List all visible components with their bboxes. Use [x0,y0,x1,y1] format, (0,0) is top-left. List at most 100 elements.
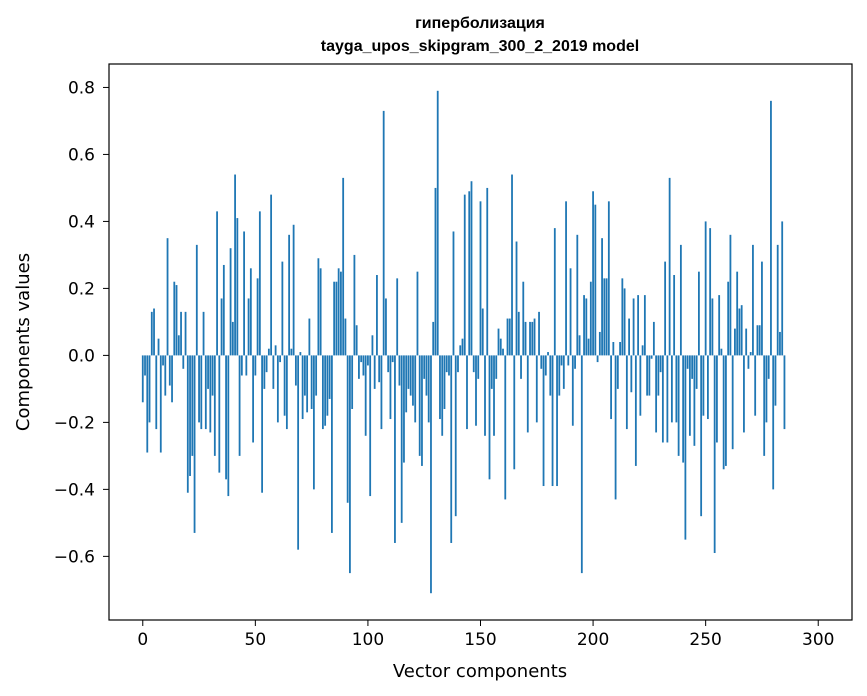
x-axis-label: Vector components [393,661,567,682]
bar [319,268,322,356]
bar [459,345,462,356]
bar [171,355,173,403]
bar [736,271,739,356]
bar [148,355,151,423]
bar [468,191,471,356]
bar [614,355,617,500]
y-axis-ticks: −0.6 −0.4 −0.2 0.0 0.2 0.4 0.6 0.8 [54,78,109,567]
bar [281,261,284,356]
bar [603,278,606,356]
bar [173,281,176,356]
bar [707,355,709,420]
bar [774,355,777,406]
bar [576,234,579,356]
bar [376,275,378,356]
bar [335,281,338,356]
bar [407,355,410,389]
bar [596,355,599,363]
bar [749,352,752,356]
bar [517,311,520,356]
bar [632,298,635,356]
bar [488,355,491,480]
bar [202,311,205,356]
x-tick-label: 200 [577,630,609,650]
bar [432,321,435,356]
bar [506,318,509,356]
bar [594,204,597,356]
bar [553,228,556,356]
bar [292,224,295,356]
bar [535,355,538,423]
bar [303,355,306,396]
bar [682,355,685,463]
bar [441,355,444,436]
bar [502,348,504,356]
bar [164,355,167,396]
bar [225,355,227,480]
plot-frame [108,63,853,621]
bar [445,355,448,373]
bar [515,241,518,356]
bar [436,90,439,356]
bar [283,355,286,416]
bar [222,264,225,356]
bar [493,355,495,436]
bar [702,355,705,416]
bar [781,221,784,356]
bar [598,331,601,356]
bar [263,355,266,389]
bar [412,355,414,406]
bar [729,234,732,356]
bar [574,355,576,369]
bar [364,355,367,436]
bar [457,355,459,373]
bar [592,191,594,356]
bar [312,355,315,490]
x-tick-label: 0 [137,630,148,650]
y-tick-label: −0.6 [54,547,95,567]
bar [542,355,545,487]
bar [297,355,300,550]
bar [652,321,655,356]
bar [274,345,277,356]
bar [641,345,644,356]
bar [686,355,689,369]
bar [513,355,516,470]
bar [209,355,212,433]
bar [761,261,763,356]
bar [497,328,500,356]
bar [479,201,482,356]
bar [279,355,282,363]
bar [565,201,567,356]
bar [621,278,624,356]
bar [772,355,775,490]
bar [195,244,198,356]
bar [166,238,169,356]
bar [236,218,239,356]
bar [716,355,718,443]
bar [180,311,182,356]
bar [191,355,194,456]
bar [326,355,329,416]
bar [207,355,209,389]
x-axis-ticks: 0 50 100 150 200 250 300 [137,620,834,650]
bar [301,355,304,420]
bar [601,238,603,356]
bar [342,177,345,356]
bar [333,281,336,356]
bar-series [141,90,786,594]
bar [423,355,426,379]
bar [238,355,241,456]
bar [623,288,626,356]
bar [270,194,273,356]
bar [684,355,687,540]
bar [344,318,347,356]
bar [254,355,257,376]
bar [394,355,396,543]
y-axis-label: Components values [13,253,34,431]
bar [628,318,630,356]
bar [745,328,748,356]
bar [675,355,678,423]
bar [324,355,327,426]
bar [294,355,297,386]
